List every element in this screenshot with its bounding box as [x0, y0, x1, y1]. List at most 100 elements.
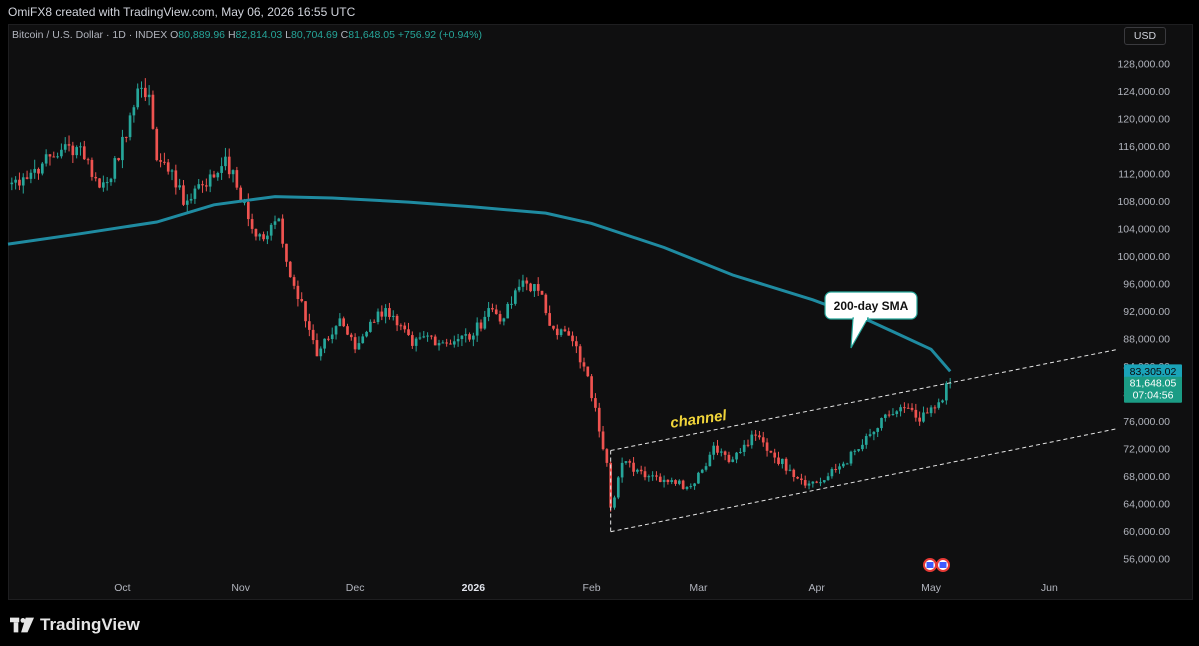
candle [472, 332, 475, 347]
candle-body [849, 451, 853, 464]
candle-body [605, 449, 609, 463]
candle [258, 232, 262, 241]
candle [895, 410, 899, 418]
candle [201, 180, 204, 193]
candle-body [792, 469, 796, 478]
candle-body [319, 348, 323, 357]
candle-body [163, 161, 166, 163]
candle-body [773, 452, 777, 458]
candle-body [90, 159, 94, 177]
close-label: C [340, 29, 349, 41]
candle [391, 310, 395, 321]
candle-body [262, 234, 265, 240]
candle-body [422, 336, 426, 338]
candle-body [63, 144, 67, 150]
flag-detail [926, 562, 934, 568]
chart-frame [0, 24, 1199, 602]
candle-body [143, 87, 147, 98]
candle [647, 474, 651, 482]
candle [616, 476, 620, 500]
candle-body [37, 168, 40, 174]
candle [605, 448, 609, 467]
candle [121, 129, 124, 169]
candle [437, 339, 441, 351]
candle [254, 228, 258, 241]
candle [849, 450, 853, 466]
candle [166, 159, 170, 175]
candle-body [830, 469, 834, 477]
candle [308, 313, 311, 337]
candle [330, 327, 334, 344]
candle-body [864, 436, 868, 445]
candle [319, 346, 323, 361]
candle-body [327, 338, 330, 340]
candle-body [922, 412, 925, 422]
candle [853, 449, 857, 456]
x-tick-label: Apr [808, 582, 825, 594]
candle-body [40, 163, 44, 174]
candle [21, 173, 25, 194]
candle [918, 411, 921, 426]
candle [594, 393, 597, 412]
tradingview-logo-icon [10, 617, 34, 633]
candle-body [395, 315, 399, 326]
candle-body [460, 335, 464, 340]
y-tick-label: 92,000.00 [1123, 306, 1170, 318]
candle-body [33, 168, 37, 173]
candle [861, 439, 864, 452]
candle [929, 405, 933, 417]
channel-label: channel [669, 407, 728, 432]
candle [540, 290, 544, 295]
candle [90, 157, 94, 181]
candle-body [258, 234, 262, 237]
candle-body [403, 325, 407, 330]
candle-body [590, 376, 593, 399]
candle [742, 440, 746, 457]
candle [803, 475, 807, 489]
candle [777, 451, 780, 466]
candle-body [739, 451, 742, 453]
candle [544, 293, 548, 316]
candle [689, 483, 693, 489]
candle-body [845, 463, 849, 465]
y-tick-label: 124,000.00 [1117, 86, 1170, 98]
candle [185, 194, 189, 214]
y-tick-label: 104,000.00 [1117, 223, 1170, 235]
candle-body [559, 329, 563, 336]
candle-body [56, 156, 59, 158]
candle-body [708, 454, 712, 467]
callout-text: 200-day SMA [834, 299, 909, 313]
price-chart[interactable]: 128,000.00 124,000.00 120,000.00 116,000.00… [0, 0, 1199, 602]
candle [426, 332, 429, 342]
candle [349, 332, 353, 341]
symbol-name: Bitcoin / U.S. Dollar · 1D · INDEX [12, 29, 168, 41]
candle [925, 407, 929, 414]
candle-body [941, 400, 944, 403]
candle [731, 456, 735, 463]
candle [346, 323, 349, 336]
candle [845, 462, 849, 465]
candle-body [445, 342, 448, 344]
candle-body [342, 318, 346, 327]
candle [40, 161, 44, 176]
candle-body [323, 338, 326, 349]
candle-body [288, 261, 292, 278]
y-tick-label: 68,000.00 [1123, 471, 1170, 483]
candle [52, 151, 56, 158]
candle [655, 471, 658, 481]
attribution-text: OmiFX8 created with TradingView.com, May… [8, 5, 356, 19]
candle [903, 402, 906, 413]
candle [578, 344, 582, 369]
candle [143, 78, 147, 102]
candle-body [94, 176, 98, 179]
candle [658, 473, 662, 483]
candle-body [98, 178, 101, 188]
candle [678, 479, 681, 486]
low-label: L [285, 29, 292, 41]
candle [430, 335, 433, 340]
candle-body [300, 299, 304, 302]
currency-button[interactable]: USD [1124, 27, 1166, 45]
candle-body [880, 417, 883, 429]
candle [784, 457, 788, 475]
candle-body [349, 334, 353, 338]
